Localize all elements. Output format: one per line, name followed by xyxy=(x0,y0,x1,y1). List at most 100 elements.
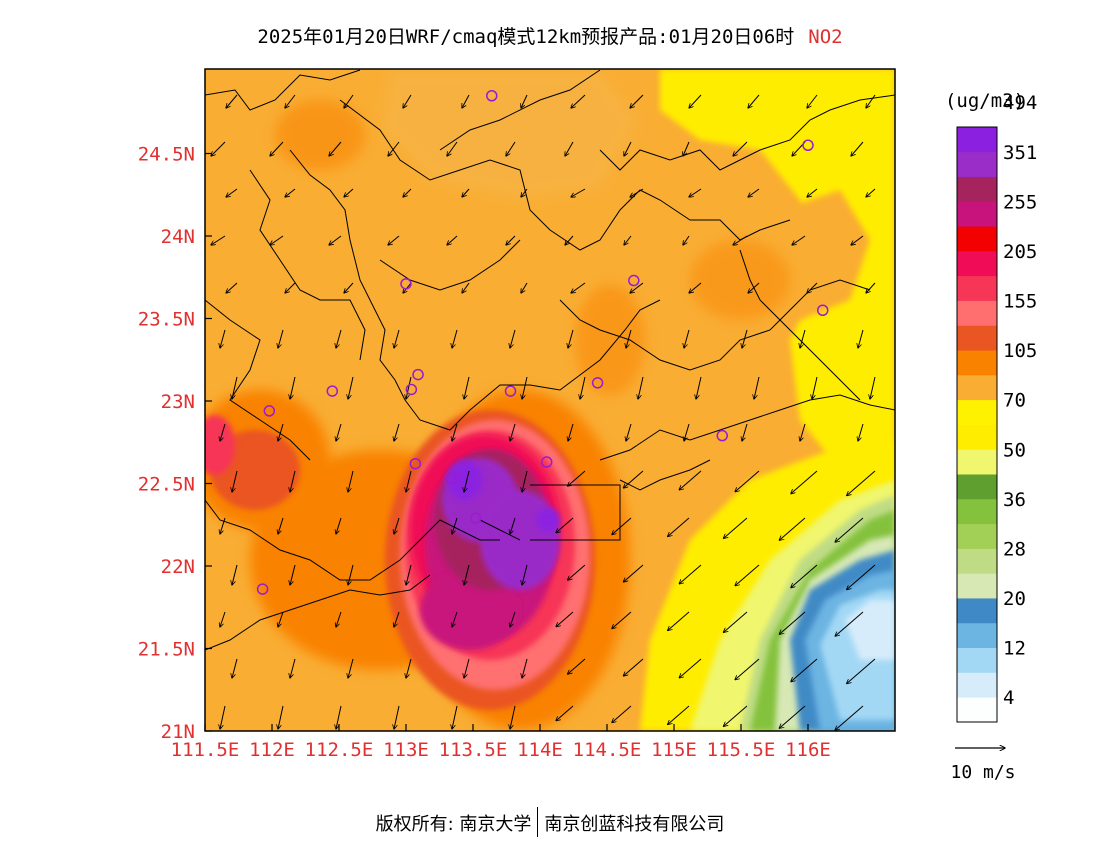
copyright-divider xyxy=(537,807,539,837)
colorbar-swatch xyxy=(957,523,997,549)
wind-arrow xyxy=(630,94,644,108)
wind-arrow xyxy=(464,564,470,585)
wind-arrow xyxy=(668,705,690,724)
wind-arrow xyxy=(290,658,296,678)
wind-arrow xyxy=(556,611,574,627)
wind-arrow xyxy=(522,658,528,678)
wind-legend-label: 10 m/s xyxy=(950,762,1015,783)
wind-arrow xyxy=(464,376,470,399)
wind-arrow xyxy=(630,188,644,197)
wind-arrow xyxy=(748,188,760,197)
wind-arrow xyxy=(556,705,574,721)
wind-arrow xyxy=(278,517,284,534)
wind-arrow xyxy=(452,611,458,627)
colorbar-swatch xyxy=(957,374,997,401)
wind-arrow xyxy=(348,470,354,492)
x-tick-label: 115.5E xyxy=(707,739,776,761)
station-marker xyxy=(504,385,517,397)
colorbar-tick-label: 155 xyxy=(1003,291,1037,313)
wind-arrow xyxy=(812,376,818,399)
station-marker xyxy=(802,139,814,151)
wind-arrow xyxy=(278,423,284,441)
colorbar-tick-label: 351 xyxy=(1003,142,1037,164)
station-marker xyxy=(540,456,553,468)
wind-arrow xyxy=(568,658,586,674)
wind-arrow xyxy=(329,235,342,245)
wind-arrow xyxy=(858,423,864,441)
wind-arrow xyxy=(689,94,702,108)
wind-arrow xyxy=(735,470,760,492)
colorbar-swatch xyxy=(957,300,997,326)
wind-arrow xyxy=(226,282,238,293)
y-tick-label: 24.5N xyxy=(138,144,195,166)
wind-arrow xyxy=(452,517,458,534)
monitoring-stations xyxy=(256,90,829,595)
wind-arrow xyxy=(270,141,284,156)
wind-arrow xyxy=(336,423,342,441)
concentration-field xyxy=(205,69,895,731)
wind-arrow xyxy=(506,141,516,156)
wind-arrow xyxy=(452,423,458,441)
wind-arrow xyxy=(696,376,702,399)
copyright-right: 南京创蓝科技有限公司 xyxy=(544,814,725,835)
wind-arrow xyxy=(668,517,690,536)
wind-arrow xyxy=(394,329,400,348)
wind-vectors xyxy=(211,94,876,730)
wind-arrow xyxy=(556,517,574,533)
wind-arrow xyxy=(851,141,864,156)
wind-arrow xyxy=(521,94,528,108)
wind-arrow xyxy=(285,94,296,108)
wind-arrow xyxy=(452,705,458,729)
wind-arrow xyxy=(506,235,516,245)
wind-arrow xyxy=(791,658,818,682)
wind-arrow xyxy=(791,564,818,588)
wind-arrow xyxy=(388,235,400,245)
wind-arrow xyxy=(571,188,586,197)
wind-arrow xyxy=(406,376,412,399)
wind-arrow xyxy=(748,94,760,108)
colorbar-swatch xyxy=(957,647,997,673)
wind-arrow xyxy=(522,376,528,399)
wind-arrow xyxy=(612,611,632,629)
wind-arrow xyxy=(807,188,818,197)
wind-arrow xyxy=(847,564,876,590)
wind-arrow xyxy=(565,235,574,245)
colorbar-swatch xyxy=(957,424,997,450)
wind-arrow xyxy=(510,611,516,627)
wind-arrow xyxy=(220,705,226,729)
wind-arrow xyxy=(521,188,528,197)
colorbar-swatch xyxy=(957,548,997,574)
wind-arrow xyxy=(612,705,632,723)
x-tick-label: 111.5E xyxy=(171,739,240,761)
wind-arrow xyxy=(866,282,876,293)
colorbar-swatch xyxy=(957,498,997,525)
colorbar-swatch xyxy=(957,127,997,153)
wind-arrow xyxy=(521,282,528,293)
colorbar-swatch xyxy=(957,176,997,202)
wind-arrow xyxy=(348,376,354,399)
boundary-lines xyxy=(205,69,895,651)
wind-arrow xyxy=(394,423,400,441)
wind-arrow xyxy=(638,376,644,399)
wind-arrow xyxy=(630,282,644,293)
wind-arrow xyxy=(754,376,760,399)
wind-arrow xyxy=(689,188,702,197)
wind-arrow xyxy=(270,235,284,245)
x-tick-label: 115E xyxy=(651,739,697,761)
wind-arrow xyxy=(462,188,470,197)
wind-arrow xyxy=(779,517,806,540)
species-label: NO2 xyxy=(808,26,843,48)
wind-arrow xyxy=(779,705,806,728)
wind-arrow xyxy=(211,235,226,245)
wind-arrow xyxy=(232,376,238,399)
wind-arrow xyxy=(232,658,238,678)
wind-arrow xyxy=(226,94,238,108)
wind-arrow xyxy=(580,376,586,399)
wind-arrow xyxy=(278,611,284,627)
y-tick-label: 21.5N xyxy=(138,639,195,661)
wind-arrow xyxy=(403,94,412,108)
x-tick-label: 113E xyxy=(383,739,429,761)
colorbar-tick-label: 205 xyxy=(1003,241,1037,263)
wind-arrow xyxy=(348,658,354,678)
wind-arrow xyxy=(679,658,702,678)
